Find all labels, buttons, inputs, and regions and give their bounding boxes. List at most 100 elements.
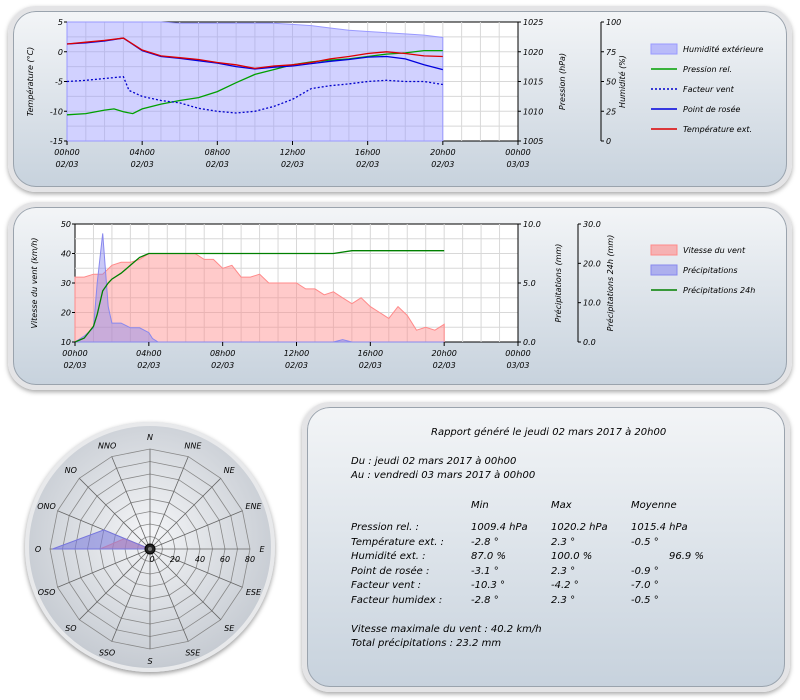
wind-rose-spoke [149, 510, 243, 550]
temp-chart-x-tick-time: 12h00 [280, 148, 305, 157]
temp-chart-x-tick-date: 02/03 [55, 160, 78, 169]
wind-rose-radial-label: 40 [195, 555, 205, 564]
wind-chart-right-tick-label: 0.0 [583, 338, 596, 347]
report-row-avg: 96.9 % [669, 551, 704, 562]
temp-chart-right-tick-label: 50 [606, 78, 616, 87]
wind-rose-direction-SSO: SSO [99, 648, 115, 657]
wind-chart-mid-tick-label: 0.0 [523, 338, 536, 347]
wind-chart-series-0-area [74, 253, 445, 343]
wind-rose-hub-center [148, 547, 152, 551]
report-row-label: Facteur humidex : [351, 594, 443, 606]
wind-chart-series-1-area [73, 233, 445, 343]
wind-rose-direction-S: S [147, 657, 152, 666]
temp-chart-right-tick-label: 75 [606, 48, 616, 57]
report-header-min: Min [471, 500, 489, 511]
report-total-rain: Total précipitations : 23.2 mm [351, 638, 502, 649]
report-row-max: -4.2 ° [551, 580, 579, 591]
wind-rain-chart: 50 40 30 20 10 Vitesse du vent (km/h) 10.0 5.0 0… [30, 220, 755, 370]
wind-chart-x-tick-date: 02/03 [137, 361, 160, 370]
report-row-label: Pression rel. : [351, 522, 419, 533]
wind-rose-direction-NE: NE [224, 466, 236, 475]
report-row-avg: -0.5 ° [631, 594, 659, 606]
temp-chart-series-2-line [66, 76, 443, 114]
temp-chart-left-tick-label: -10 [50, 107, 63, 116]
temp-chart-series-0-area [66, 21, 444, 142]
temp-chart-legend-label: Humidité extérieure [683, 44, 764, 54]
report-header-avg: Moyenne [631, 500, 677, 511]
temp-chart-left-tick-label: 0 [58, 48, 63, 57]
wind-rose-radial-label: 80 [245, 555, 255, 564]
report-row-avg: -7.0 ° [631, 580, 659, 591]
report-row-min: 87.0 % [471, 551, 506, 562]
report-row-min: -2.8 ° [471, 536, 499, 548]
temp-chart-mid-tick-label: 1015 [523, 78, 543, 87]
wind-chart-legend-label: Précipitations 24h [683, 285, 755, 295]
temp-chart-legend-swatch [650, 43, 678, 55]
wind-rose-radial-label: 60 [220, 555, 230, 564]
wind-rose-radial-label: 0 [149, 555, 154, 564]
temp-chart-x-tick-date: 02/03 [281, 160, 304, 169]
wind-chart-x-tick-date: 02/03 [211, 361, 234, 370]
wind-chart-left-tick-label: 50 [61, 220, 71, 229]
report-row-label: Température ext. : [351, 536, 444, 548]
wind-chart-x-tick-time: 00h00 [505, 349, 530, 358]
temp-chart-mid-axis-label: Pression (hPa) [558, 53, 567, 110]
report-period-to: Au : vendredi 03 mars 2017 à 00h00 [351, 470, 536, 481]
wind-chart-legend-swatch [650, 244, 678, 256]
temp-chart-mid-tick-label: 1010 [523, 107, 543, 116]
temp-chart-left-tick-label: -5 [55, 78, 63, 87]
temp-chart-x-tick-date: 03/03 [506, 160, 529, 169]
temp-chart-legend-label: Température ext. [683, 124, 752, 134]
wind-rain-chart-panel: 50 40 30 20 10 Vitesse du vent (km/h) 10.0 5.0 0… [8, 202, 792, 390]
wind-rose-direction-NNE: NNE [184, 442, 202, 451]
temp-chart-left-tick-label: 5 [58, 18, 63, 27]
wind-chart-left-axis-label: Vitesse du vent (km/h) [30, 237, 39, 328]
wind-chart-mid-axis-label: Précipitations (mm) [553, 244, 563, 323]
wind-chart-x-tick-date: 02/03 [359, 361, 382, 370]
wind-chart-x-tick-time: 04h00 [136, 349, 161, 358]
report-panel: Rapport généré le jeudi 02 mars 2017 à 2… [302, 402, 790, 692]
wind-chart-mid-tick-label: 10.0 [523, 220, 541, 229]
temp-chart-x-tick-time: 20h00 [430, 148, 455, 157]
wind-rose-spoke [111, 456, 151, 550]
temp-chart-right-tick-label: 100 [606, 18, 621, 27]
wind-rose-series-1 [52, 529, 151, 550]
report-row-max: 2.3 ° [551, 536, 576, 548]
wind-chart-x-tick-time: 00h00 [62, 349, 87, 358]
wind-rose-direction-SSE: SSE [185, 648, 201, 657]
temp-chart-x-tick-time: 04h00 [129, 148, 154, 157]
temp-chart-left-tick-label: -15 [50, 137, 63, 146]
wind-chart-x-tick-time: 08h00 [210, 349, 235, 358]
temp-chart-mid-tick-label: 1005 [523, 137, 543, 146]
temp-chart-series-4-line [66, 37, 443, 70]
temp-chart-x-tick-time: 00h00 [505, 148, 530, 157]
wind-chart-left-tick-label: 30 [61, 279, 71, 288]
report-period-from: Du : jeudi 02 mars 2017 à 00h00 [351, 456, 517, 467]
wind-rose-direction-E: E [259, 545, 265, 554]
temp-chart-x-tick-time: 00h00 [54, 148, 79, 157]
wind-chart-x-tick-date: 02/03 [433, 361, 456, 370]
report-row-max: 100.0 % [551, 551, 593, 562]
wind-rose-direction-NO: NO [65, 466, 77, 475]
temp-chart-mid-tick-label: 1025 [523, 18, 543, 27]
report-row-avg: 1015.4 hPa [631, 522, 688, 533]
report-row-min: 1009.4 hPa [471, 522, 528, 533]
wind-rose-spoke [149, 456, 189, 550]
wind-rose-direction-SO: SO [65, 624, 76, 633]
report-row-label: Humidité ext. : [351, 551, 426, 562]
wind-rose-direction-OSO: OSO [38, 588, 56, 597]
wind-chart-x-tick-time: 20h00 [431, 349, 456, 358]
wind-rose-spoke [57, 548, 151, 588]
report-row-avg: -0.9 ° [631, 565, 659, 577]
temp-chart-x-tick-time: 08h00 [205, 148, 230, 157]
report-row-min: -2.8 ° [471, 594, 499, 606]
wind-chart-x-tick-date: 03/03 [506, 361, 529, 370]
wind-rose-spoke [149, 548, 221, 620]
wind-rose-spoke [149, 548, 243, 588]
report-row-min: -3.1 ° [471, 565, 499, 577]
wind-rose-spoke [111, 548, 151, 642]
report-max-wind: Vitesse maximale du vent : 40.2 km/h [351, 624, 542, 635]
temp-chart-legend-label: Facteur vent [683, 85, 735, 94]
wind-chart-legend-swatch [650, 264, 678, 276]
